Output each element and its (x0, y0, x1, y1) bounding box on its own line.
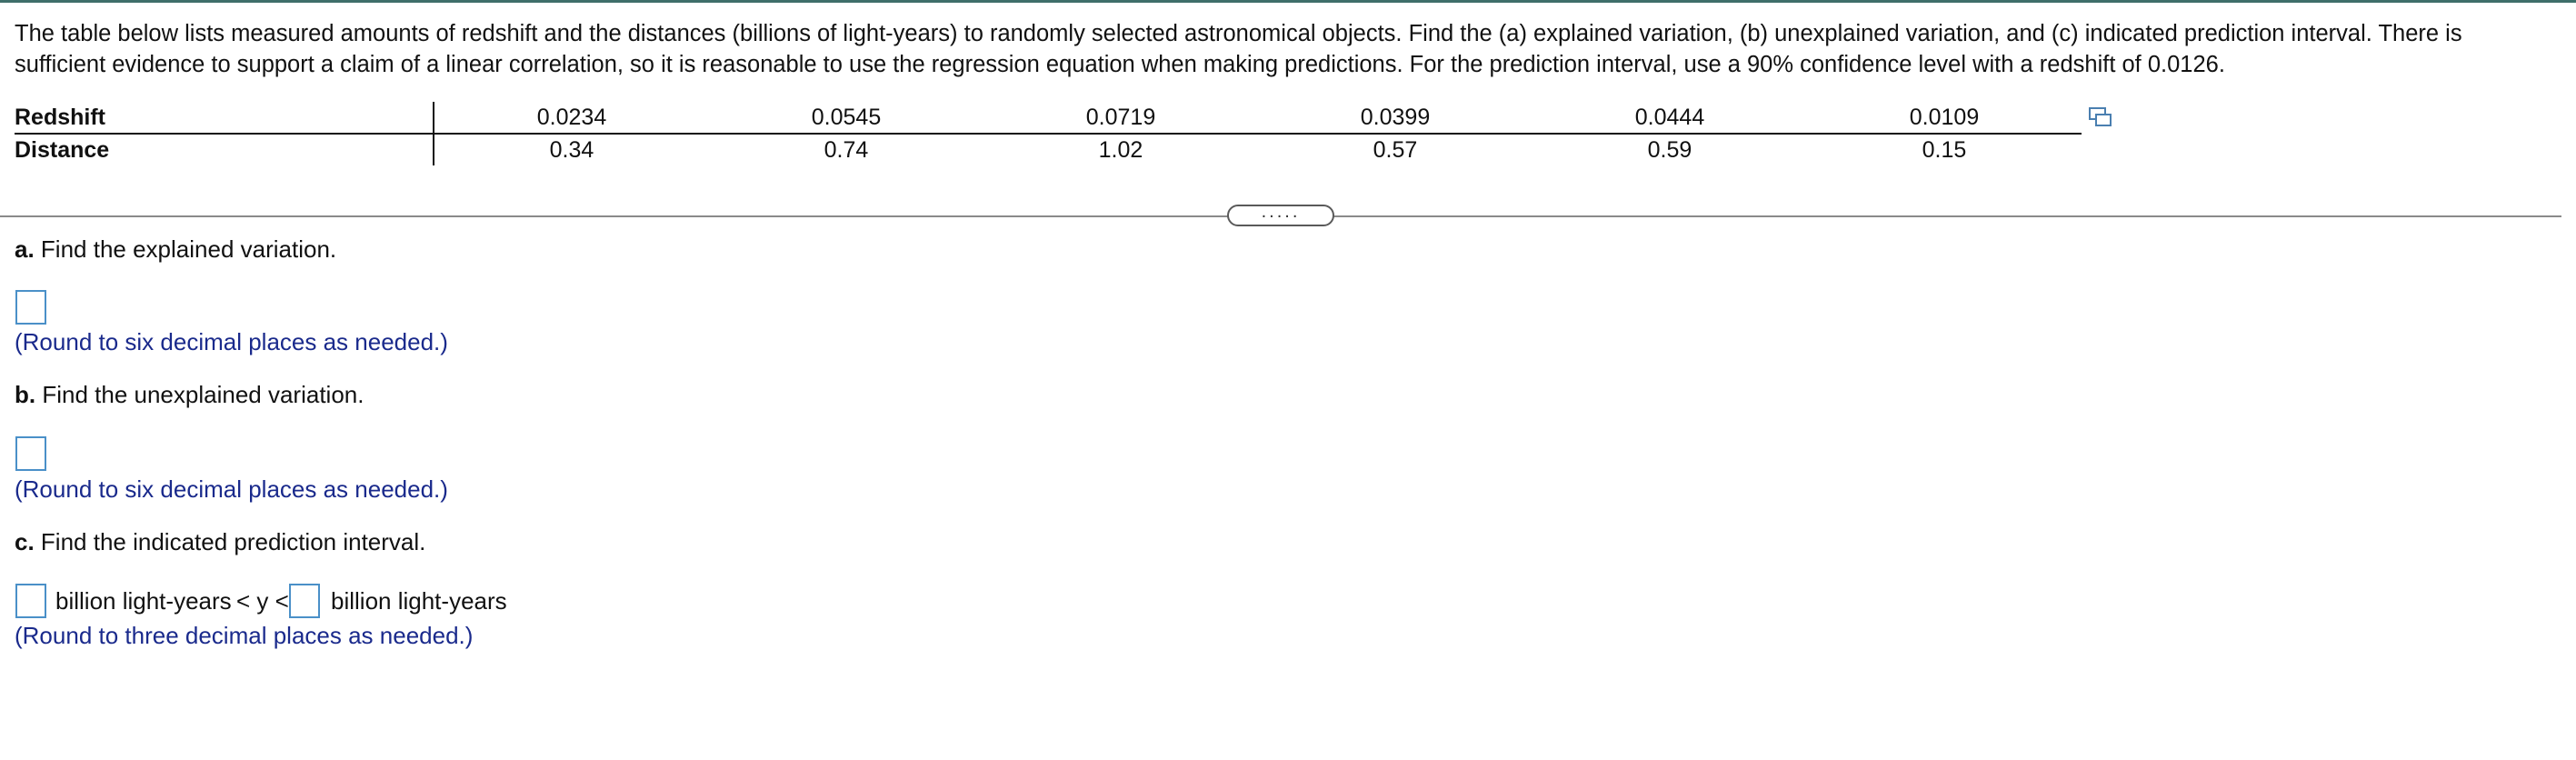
row-header-distance: Distance (15, 134, 434, 165)
table-cell: 0.74 (824, 136, 869, 163)
part-c-letter: c. (15, 528, 35, 555)
part-c-prompt: c. Find the indicated prediction interva… (15, 528, 425, 556)
table-row: Distance 0.34 0.74 1.02 0.57 0.59 0.15 (15, 134, 2082, 165)
table-cell: 0.0719 (983, 102, 1258, 135)
part-b-prompt: b. Find the unexplained variation. (15, 381, 364, 409)
copy-data-icon[interactable] (2089, 107, 2112, 127)
unit-left-label: billion light-years (55, 587, 232, 615)
part-a-letter: a. (15, 235, 35, 263)
table-cell: 0.57 (1373, 136, 1418, 163)
data-table: Redshift 0.0234 0.0545 0.0719 0.0399 0.0… (15, 102, 2082, 165)
part-a-hint: (Round to six decimal places as needed.) (15, 328, 448, 355)
part-c-hint: (Round to three decimal places as needed… (15, 622, 474, 649)
part-a-text: Find the explained variation. (40, 235, 337, 263)
question-text: The table below lists measured amounts o… (15, 21, 2462, 77)
table-cell: 0.0399 (1258, 102, 1533, 135)
table-cell: 0.0444 (1533, 102, 1807, 135)
top-accent-line (0, 0, 2576, 3)
part-c-text: Find the indicated prediction interval. (40, 528, 426, 555)
table-cell: 0.59 (1647, 136, 1692, 163)
part-b-text: Find the unexplained variation. (42, 381, 364, 408)
part-b-letter: b. (15, 381, 36, 408)
explained-variation-input[interactable] (15, 290, 46, 325)
part-a-prompt: a. Find the explained variation. (15, 235, 336, 264)
inequality-label: < y < (236, 587, 289, 615)
unit-right-label: billion light-years (331, 587, 507, 615)
table-cell: 1.02 (1098, 136, 1143, 163)
unexplained-variation-input[interactable] (15, 436, 46, 471)
table-cell: 0.15 (1922, 136, 1967, 163)
table-cell: 0.0234 (434, 102, 709, 135)
interval-lower-input[interactable] (15, 584, 46, 618)
table-cell: 0.34 (549, 136, 594, 163)
part-b-hint: (Round to six decimal places as needed.) (15, 475, 448, 503)
table-cell: 0.0545 (709, 102, 983, 135)
expand-handle-button[interactable]: ..... (1227, 203, 1334, 226)
row-header-redshift: Redshift (15, 102, 434, 135)
table-row: Redshift 0.0234 0.0545 0.0719 0.0399 0.0… (15, 102, 2082, 135)
interval-upper-input[interactable] (289, 584, 320, 618)
table-cell: 0.0109 (1807, 102, 2082, 135)
